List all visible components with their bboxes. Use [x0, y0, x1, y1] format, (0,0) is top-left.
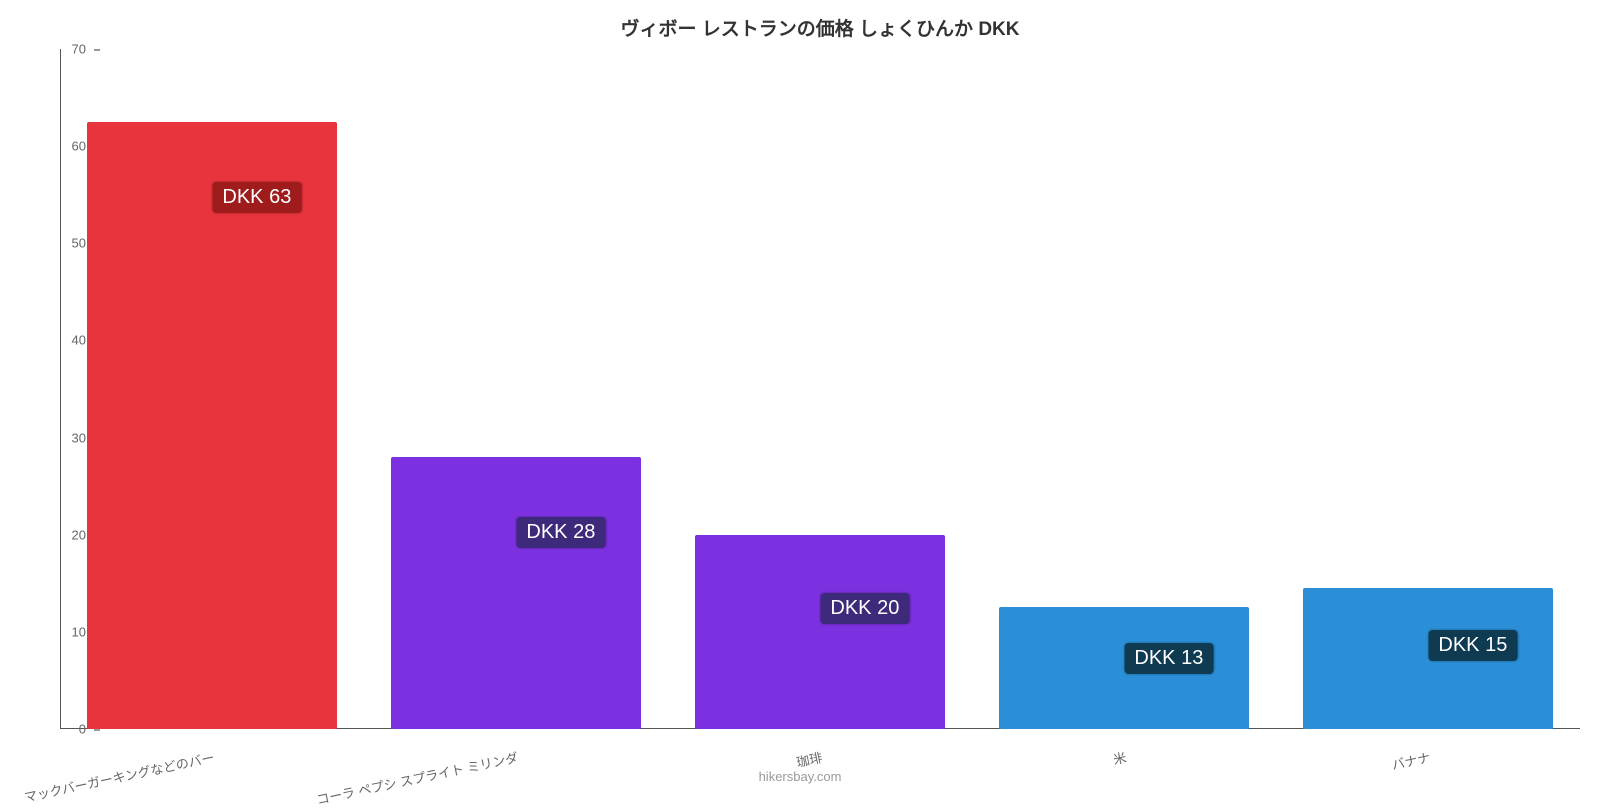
x-axis-label: マックバーガーキングなどのバー [22, 747, 216, 806]
bar-value-label: DKK 15 [1428, 630, 1517, 661]
bar [87, 122, 336, 729]
x-axis-label: 米 [1111, 747, 1128, 768]
plot-area: 010203040506070 DKK 63DKK 28DKK 20DKK 13… [60, 49, 1580, 729]
bar-value-label: DKK 28 [516, 517, 605, 548]
x-axis-label: バナナ [1390, 747, 1432, 774]
bar-value-label: DKK 13 [1124, 643, 1213, 674]
bar-value-label: DKK 20 [820, 593, 909, 624]
chart-container: ヴィボー レストランの価格 しょくひんか DKK 010203040506070… [0, 0, 1600, 800]
bars-layer: DKK 63 DKK 28 DKK 20 DKK 13 DKK 15 [60, 49, 1580, 729]
x-axis-label: コーラ ペプシ スプライト ミリンダ [315, 747, 520, 808]
y-tick-mark [94, 729, 100, 730]
attribution-text: hikersbay.com [759, 769, 842, 784]
x-axis-label: 珈琲 [795, 747, 824, 771]
chart-title: ヴィボー レストランの価格 しょくひんか DKK [60, 14, 1580, 41]
bar [695, 535, 944, 729]
bar [391, 457, 640, 729]
bar-value-label: DKK 63 [212, 182, 301, 213]
